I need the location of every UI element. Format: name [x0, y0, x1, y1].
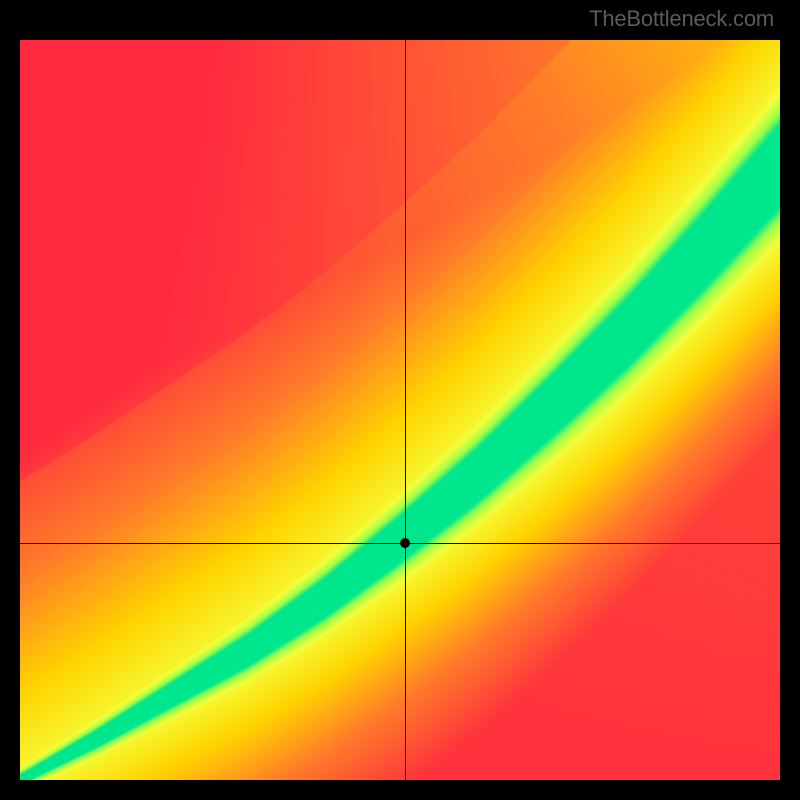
- heatmap-canvas: [20, 40, 780, 780]
- watermark-text: TheBottleneck.com: [589, 6, 774, 32]
- chart-container: TheBottleneck.com: [0, 0, 800, 800]
- crosshair-marker: [400, 538, 410, 548]
- crosshair-vertical: [405, 40, 406, 780]
- plot-area: [20, 40, 780, 780]
